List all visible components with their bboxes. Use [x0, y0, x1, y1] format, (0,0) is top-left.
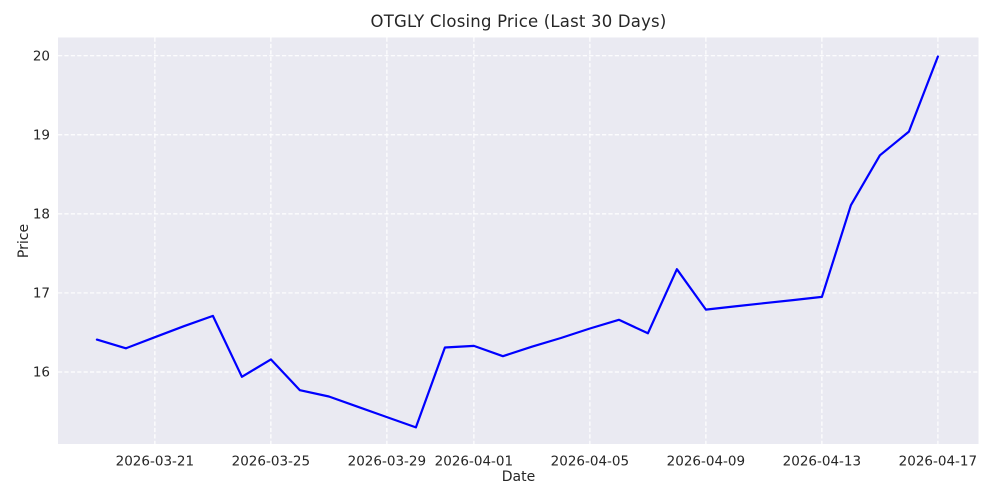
y-tick-label: 16 [33, 365, 50, 381]
x-tick-label: 2026-04-01 [435, 454, 513, 470]
x-tick-label: 2026-04-13 [783, 454, 861, 470]
price-line-series [95, 55, 939, 429]
x-tick-label: 2026-03-21 [116, 454, 194, 470]
chart-title: OTGLY Closing Price (Last 30 Days) [370, 12, 667, 31]
y-axis-label: Price [16, 223, 32, 259]
x-tick-label: 2026-04-17 [899, 454, 977, 470]
y-tick-label: 18 [33, 207, 50, 223]
y-tick-label: 20 [33, 48, 50, 64]
x-tick-label: 2026-03-25 [232, 454, 310, 470]
x-tick-label: 2026-04-05 [551, 454, 629, 470]
x-axis-label: Date [501, 469, 536, 485]
plot-background [58, 37, 979, 444]
x-tick-label: 2026-03-29 [348, 454, 426, 470]
y-tick-label: 17 [33, 286, 50, 302]
x-tick-label: 2026-04-09 [667, 454, 745, 470]
y-tick-label: 19 [33, 127, 50, 143]
